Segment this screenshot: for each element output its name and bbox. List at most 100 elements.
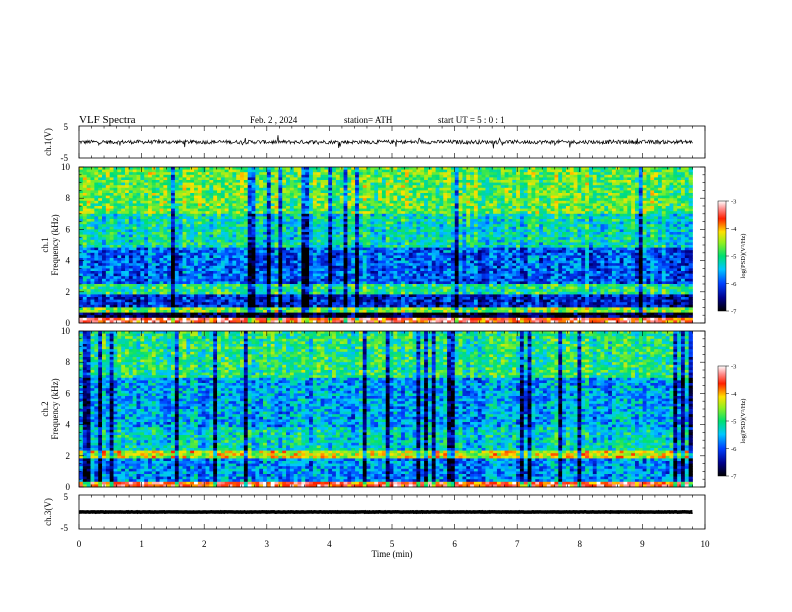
spec-cell — [436, 193, 440, 196]
spec-cell — [428, 177, 432, 180]
spec-cell — [313, 167, 317, 170]
spec-cell — [355, 237, 359, 240]
spec-cell — [144, 235, 148, 238]
spec-cell — [117, 216, 121, 219]
spec-cell — [190, 183, 194, 186]
spec-cell — [129, 167, 133, 170]
spec-cell — [121, 222, 125, 225]
spec-cell — [370, 224, 374, 227]
spec-cell — [627, 242, 631, 245]
spec-cell — [321, 180, 325, 183]
spec-cell — [612, 175, 616, 178]
spec-cell — [179, 216, 183, 219]
spec-cell — [570, 193, 574, 196]
spec-cell — [301, 232, 305, 235]
spec-cell — [447, 175, 451, 178]
spec-cell — [539, 240, 543, 243]
spec-cell — [673, 211, 677, 214]
spec-cell — [581, 227, 585, 230]
spec-cell — [252, 183, 256, 186]
spec-cell — [455, 209, 459, 212]
spec-cell — [121, 180, 125, 183]
spec-cell — [547, 196, 551, 199]
spec-cell — [263, 245, 267, 248]
spec-cell — [620, 196, 624, 199]
spec-cell — [562, 190, 566, 193]
spec-cell — [673, 175, 677, 178]
spec-cell — [620, 224, 624, 227]
spec-cell — [604, 216, 608, 219]
spec-cell — [367, 214, 371, 217]
spec-cell — [332, 203, 336, 206]
spec-cell — [121, 167, 125, 170]
spec-cell — [581, 229, 585, 232]
spec-cell — [470, 196, 474, 199]
spec-cell — [370, 203, 374, 206]
spec-cell — [217, 188, 221, 191]
spec-cell — [413, 219, 417, 222]
spec-cell — [474, 209, 478, 212]
spec-cell — [470, 235, 474, 238]
spec-cell — [175, 206, 179, 209]
spec-cell — [669, 193, 673, 196]
spec-cell — [416, 240, 420, 243]
spec-cell — [213, 180, 217, 183]
spec-cell — [631, 190, 635, 193]
spec-cell — [363, 167, 367, 170]
spec-cell — [367, 190, 371, 193]
spec-cell — [589, 224, 593, 227]
spec-cell — [374, 237, 378, 240]
spec-cell — [332, 177, 336, 180]
spec-cell — [505, 188, 509, 191]
spec-cell — [627, 235, 631, 238]
spec-cell — [455, 167, 459, 170]
spec-cell — [221, 216, 225, 219]
spec-cell — [574, 201, 578, 204]
spec-cell — [390, 240, 394, 243]
spec-cell — [604, 211, 608, 214]
spec-cell — [206, 167, 210, 170]
spec-cell — [206, 177, 210, 180]
spec-cell — [152, 240, 156, 243]
spec-cell — [673, 206, 677, 209]
spec-cell — [190, 170, 194, 173]
spec-cell — [604, 227, 608, 230]
spec-cell — [405, 206, 409, 209]
spec-cell — [489, 232, 493, 235]
spec-cell — [355, 180, 359, 183]
spec-cell — [240, 245, 244, 248]
spec-cell — [378, 180, 382, 183]
spec-cell — [531, 224, 535, 227]
spec-cell — [635, 242, 639, 245]
spec-cell — [198, 203, 202, 206]
spec-cell — [516, 180, 520, 183]
spec-cell — [485, 190, 489, 193]
spec-cell — [294, 216, 298, 219]
spec-cell — [501, 219, 505, 222]
spec-cell — [255, 185, 259, 188]
spec-cell — [639, 185, 643, 188]
spec-cell — [512, 172, 516, 175]
spec-cell — [528, 198, 532, 201]
spec-cell — [600, 216, 604, 219]
spec-cell — [485, 198, 489, 201]
spec-cell — [140, 216, 144, 219]
spec-cell — [324, 206, 328, 209]
spec-cell — [497, 203, 501, 206]
spec-cell — [455, 214, 459, 217]
spec-cell — [447, 198, 451, 201]
spec-cell — [505, 235, 509, 238]
spec-cell — [489, 235, 493, 238]
spec-cell — [447, 232, 451, 235]
spec-cell — [439, 177, 443, 180]
spec-cell — [129, 214, 133, 217]
spec-cell — [508, 227, 512, 230]
spec-cell — [627, 198, 631, 201]
spec-cell — [129, 190, 133, 193]
spec-cell — [600, 180, 604, 183]
spec-cell — [501, 209, 505, 212]
spec-cell — [516, 193, 520, 196]
spec-cell — [370, 216, 374, 219]
spec-cell — [650, 190, 654, 193]
spec-cell — [597, 167, 601, 170]
